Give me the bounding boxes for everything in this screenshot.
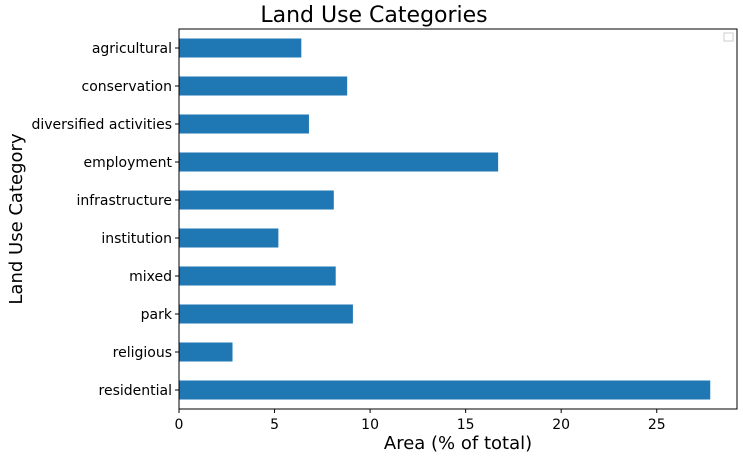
bar-mixed [179,266,336,286]
y-tick-label: park [141,307,173,323]
legend-box [723,32,734,42]
y-ticks-group: agricultural conservation diversified acti… [32,41,179,399]
y-tick-label: employment [84,155,173,171]
chart-title: Land Use Categories [260,3,487,28]
bars-group [179,38,711,400]
y-tick-label: infrastructure [76,193,172,209]
bar-residential [179,380,711,400]
y-tick-label: residential [99,383,172,399]
y-tick-label: diversified activities [32,117,173,133]
x-tick-label: 15 [457,417,475,433]
plot-frame [178,28,738,410]
bar-diversified-activities [179,114,309,134]
bar-agricultural [179,38,302,58]
bar-religious [179,342,233,362]
x-tick-label: 10 [361,417,379,433]
bar-conservation [179,76,348,96]
x-tick-label: 0 [175,417,184,433]
x-tick-label: 25 [648,417,666,433]
bar-park [179,304,353,324]
y-axis-label: Land Use Category [6,133,27,305]
x-tick-label: 20 [552,417,570,433]
x-axis-label: Area (% of total) [384,433,532,454]
x-tick-label: 5 [270,417,279,433]
y-tick-label: agricultural [92,41,172,57]
y-tick-label: religious [113,345,172,361]
bar-employment [179,152,499,172]
x-ticks-group: 0 5 10 15 20 25 [175,409,666,433]
y-tick-label: conservation [82,79,172,95]
y-tick-label: mixed [129,269,172,285]
y-tick-label: institution [101,231,172,247]
bar-institution [179,228,279,248]
bar-infrastructure [179,190,334,210]
